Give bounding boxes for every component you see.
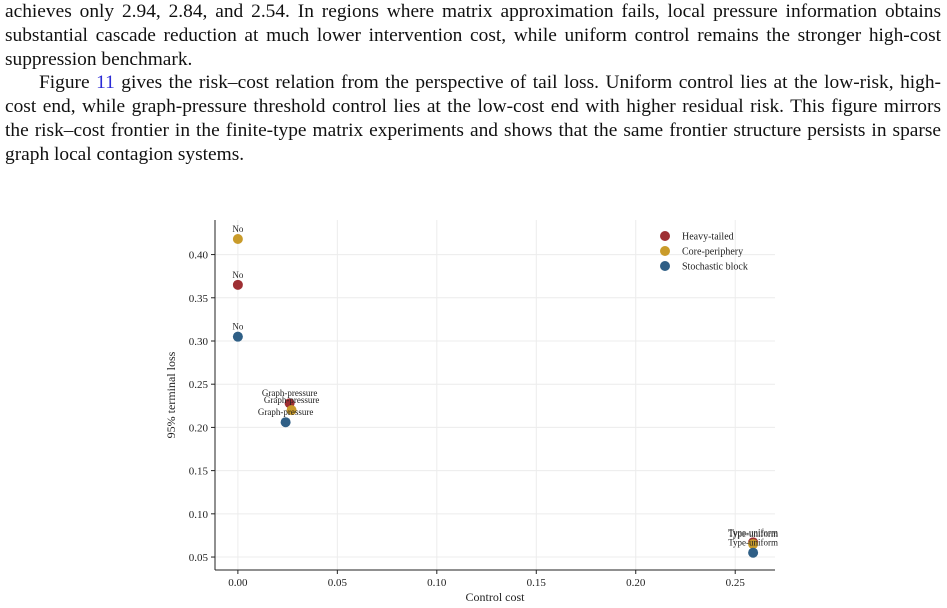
- text: gives the risk–cost relation from the pe…: [5, 72, 941, 165]
- legend-marker: [660, 261, 670, 271]
- point-label: Type-uniform: [728, 527, 778, 537]
- paragraph: achieves only 2.94, 2.84, and 2.54. In r…: [5, 1, 941, 70]
- point: [280, 417, 291, 428]
- figure-link[interactable]: 11: [96, 72, 115, 94]
- point-label: No: [232, 270, 243, 280]
- paragraph: Figure 11 gives the risk–cost relation f…: [5, 71, 941, 166]
- legend-marker: [660, 231, 670, 241]
- point-label: Graph-pressure: [262, 388, 317, 398]
- x-tick-label: 0.05: [328, 577, 348, 589]
- legend-marker: [660, 246, 670, 256]
- text: Figure: [39, 72, 90, 94]
- body-text: achieves only 2.94, 2.84, and 2.54. In r…: [5, 0, 941, 167]
- y-axis-label: 95% terminal loss: [164, 351, 178, 438]
- y-tick-label: 0.30: [189, 336, 209, 348]
- point-label: Type-uniform: [728, 529, 778, 539]
- x-tick-label: 0.10: [427, 577, 447, 589]
- y-tick-label: 0.35: [189, 293, 209, 305]
- point: [232, 331, 243, 342]
- legend-label: Stochastic block: [682, 262, 748, 273]
- legend-label: Core-periphery: [682, 247, 743, 258]
- point: [232, 234, 243, 245]
- x-tick-label: 0.00: [228, 577, 248, 589]
- point: [748, 547, 759, 558]
- y-tick-label: 0.05: [189, 552, 209, 564]
- point: [232, 279, 243, 290]
- y-tick-label: 0.25: [189, 379, 209, 391]
- point-label: Type-uniform: [728, 538, 778, 548]
- legend-label: Heavy-tailed: [682, 232, 734, 243]
- point-label: Graph-pressure: [264, 395, 319, 405]
- y-tick-label: 0.10: [189, 509, 209, 521]
- point: [748, 539, 759, 550]
- x-tick-label: 0.15: [527, 577, 547, 589]
- y-tick-label: 0.15: [189, 466, 209, 478]
- x-tick-label: 0.20: [626, 577, 646, 589]
- x-tick-label: 0.25: [726, 577, 746, 589]
- point-label: Graph-pressure: [258, 407, 313, 417]
- x-axis-label: Control cost: [466, 590, 526, 604]
- point-label: No: [232, 322, 243, 332]
- y-tick-label: 0.20: [189, 422, 209, 434]
- point: [286, 405, 297, 416]
- y-tick-label: 0.40: [189, 250, 209, 262]
- point-label: No: [232, 224, 243, 234]
